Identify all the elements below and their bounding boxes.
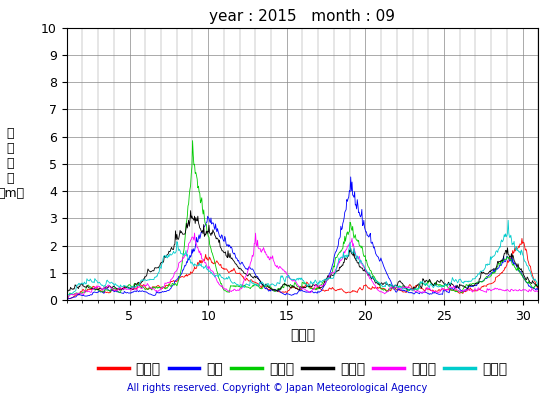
- Line: 生月島: 生月島: [67, 233, 538, 300]
- 上ノ国: [360, 286, 366, 291]
- 唐桜: [194, 239, 200, 244]
- 唐桜: [169, 284, 175, 288]
- 屋久島: [360, 263, 366, 267]
- 屋久島: [120, 283, 127, 288]
- 生月島: [191, 231, 198, 235]
- 上ノ国: [193, 266, 200, 271]
- Line: 経ヶ尌: 経ヶ尌: [67, 211, 538, 295]
- 生月島: [72, 292, 78, 297]
- 経ヶ尌: [187, 208, 194, 213]
- Line: 屋久島: 屋久島: [67, 220, 538, 296]
- 上ノ国: [63, 297, 70, 302]
- 石廈崎: [120, 288, 127, 292]
- 経ヶ尌: [120, 286, 127, 290]
- 経ヶ尌: [374, 281, 381, 286]
- 上ノ国: [374, 286, 380, 291]
- 唐桜: [63, 297, 70, 302]
- 唐桜: [121, 289, 128, 294]
- 石廈崎: [63, 297, 70, 301]
- 経ヶ尌: [194, 219, 200, 224]
- 石廈崎: [361, 254, 367, 258]
- 上ノ国: [535, 288, 542, 292]
- Line: 石廈崎: 石廈崎: [67, 141, 538, 299]
- 屋久島: [193, 263, 200, 268]
- 生月島: [535, 290, 542, 294]
- Y-axis label: 有
義
波
高
（m）: 有 義 波 高 （m）: [0, 128, 24, 200]
- 経ヶ尌: [72, 282, 78, 287]
- Title: year : 2015   month : 09: year : 2015 month : 09: [209, 9, 396, 24]
- 屋久島: [535, 284, 542, 288]
- 上ノ国: [518, 236, 525, 241]
- 唐桜: [347, 175, 354, 179]
- Line: 唐桜: 唐桜: [67, 177, 538, 299]
- 石廈崎: [194, 177, 200, 182]
- 屋久島: [168, 252, 175, 257]
- 石廈崎: [535, 285, 542, 290]
- 上ノ国: [72, 293, 78, 297]
- 石廈崎: [168, 284, 175, 288]
- 屋久島: [374, 279, 380, 284]
- 上ノ国: [120, 284, 127, 289]
- 経ヶ尌: [535, 285, 542, 290]
- 経ヶ尌: [361, 268, 367, 273]
- 生月島: [374, 288, 381, 292]
- Line: 上ノ国: 上ノ国: [67, 239, 538, 299]
- 生月島: [194, 245, 200, 250]
- Text: All rights reserved. Copyright © Japan Meteorological Agency: All rights reserved. Copyright © Japan M…: [128, 383, 427, 393]
- 屋久島: [505, 218, 512, 223]
- 唐桜: [361, 225, 368, 229]
- X-axis label: （日）: （日）: [290, 329, 315, 342]
- 生月島: [168, 277, 175, 282]
- 屋久島: [72, 289, 78, 293]
- 経ヶ尌: [63, 292, 70, 297]
- 唐桜: [73, 295, 79, 299]
- 生月島: [120, 285, 127, 290]
- 屋久島: [63, 293, 70, 298]
- 唐桜: [375, 255, 382, 260]
- 石廈崎: [72, 292, 78, 296]
- 唐桜: [64, 297, 70, 302]
- 石廈崎: [189, 138, 196, 143]
- 唐桜: [535, 287, 542, 292]
- 上ノ国: [168, 279, 175, 284]
- 石廈崎: [374, 279, 381, 284]
- 経ヶ尌: [168, 245, 175, 250]
- Legend: 上ノ国, 唐桜, 石廈崎, 経ヶ尌, 生月島, 屋久島: 上ノ国, 唐桜, 石廈崎, 経ヶ尌, 生月島, 屋久島: [92, 356, 513, 381]
- 生月島: [361, 265, 367, 269]
- 生月島: [63, 297, 70, 302]
